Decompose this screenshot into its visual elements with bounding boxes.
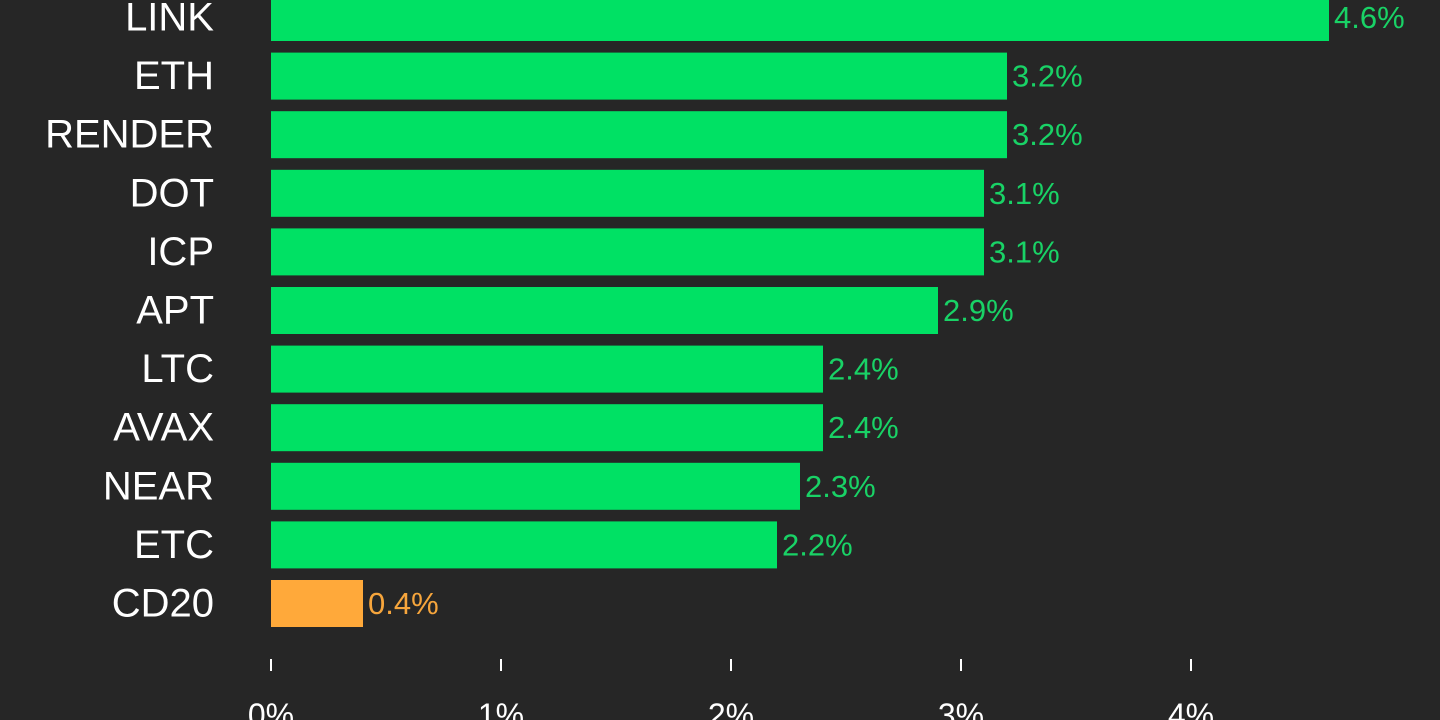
bar-dot — [271, 169, 984, 217]
bar-render — [271, 111, 1007, 159]
category-label-avax: AVAX — [113, 406, 214, 450]
bar-near — [271, 462, 800, 510]
category-label-near: NEAR — [103, 464, 214, 508]
value-label-avax: 2.4% — [828, 410, 899, 445]
bars-group — [271, 0, 1329, 627]
bar-apt — [271, 287, 938, 334]
category-label-apt: APT — [136, 289, 214, 333]
bar-avax — [271, 404, 823, 452]
value-label-apt: 2.9% — [943, 293, 1014, 328]
x-axis: 0% 1% 2% 3% 4% — [248, 659, 1214, 720]
value-label-icp: 3.1% — [989, 234, 1060, 269]
bar-icp — [271, 228, 984, 276]
category-label-dot: DOT — [130, 171, 214, 215]
bar-link — [271, 0, 1329, 41]
category-label-icp: ICP — [147, 230, 214, 274]
x-tick-label: 4% — [1168, 697, 1214, 720]
x-tick-label: 3% — [938, 697, 984, 720]
bar-etc — [271, 521, 777, 569]
value-label-etc: 2.2% — [782, 527, 853, 562]
value-label-ltc: 2.4% — [828, 352, 899, 387]
bar-ltc — [271, 345, 823, 393]
category-label-link: LINK — [125, 0, 214, 40]
category-label-etc: ETC — [134, 523, 214, 567]
category-label-render: RENDER — [45, 113, 214, 157]
category-label-ltc: LTC — [141, 347, 214, 391]
bar-eth — [271, 52, 1007, 100]
value-labels: 4.6% 3.2% 3.2% 3.1% 3.1% 2.9% 2.4% 2.4% 2.3% 2.2%… — [368, 0, 1405, 621]
value-label-render: 3.2% — [1012, 117, 1083, 152]
value-label-cd20: 0.4% — [368, 586, 439, 621]
value-label-eth: 3.2% — [1012, 59, 1083, 94]
value-label-dot: 3.1% — [989, 176, 1060, 211]
category-label-cd20: CD20 — [112, 582, 214, 626]
x-tick-label: 0% — [248, 697, 294, 720]
value-label-link: 4.6% — [1334, 0, 1405, 35]
value-label-near: 2.3% — [805, 469, 876, 504]
x-tick-label: 1% — [478, 697, 524, 720]
bar-cd20 — [271, 580, 363, 627]
x-tick-label: 2% — [708, 697, 754, 720]
category-label-eth: ETH — [134, 54, 214, 98]
category-labels: LINK ETH RENDER DOT ICP APT LTC AVAX NEAR ETC CD20 — [45, 0, 214, 626]
